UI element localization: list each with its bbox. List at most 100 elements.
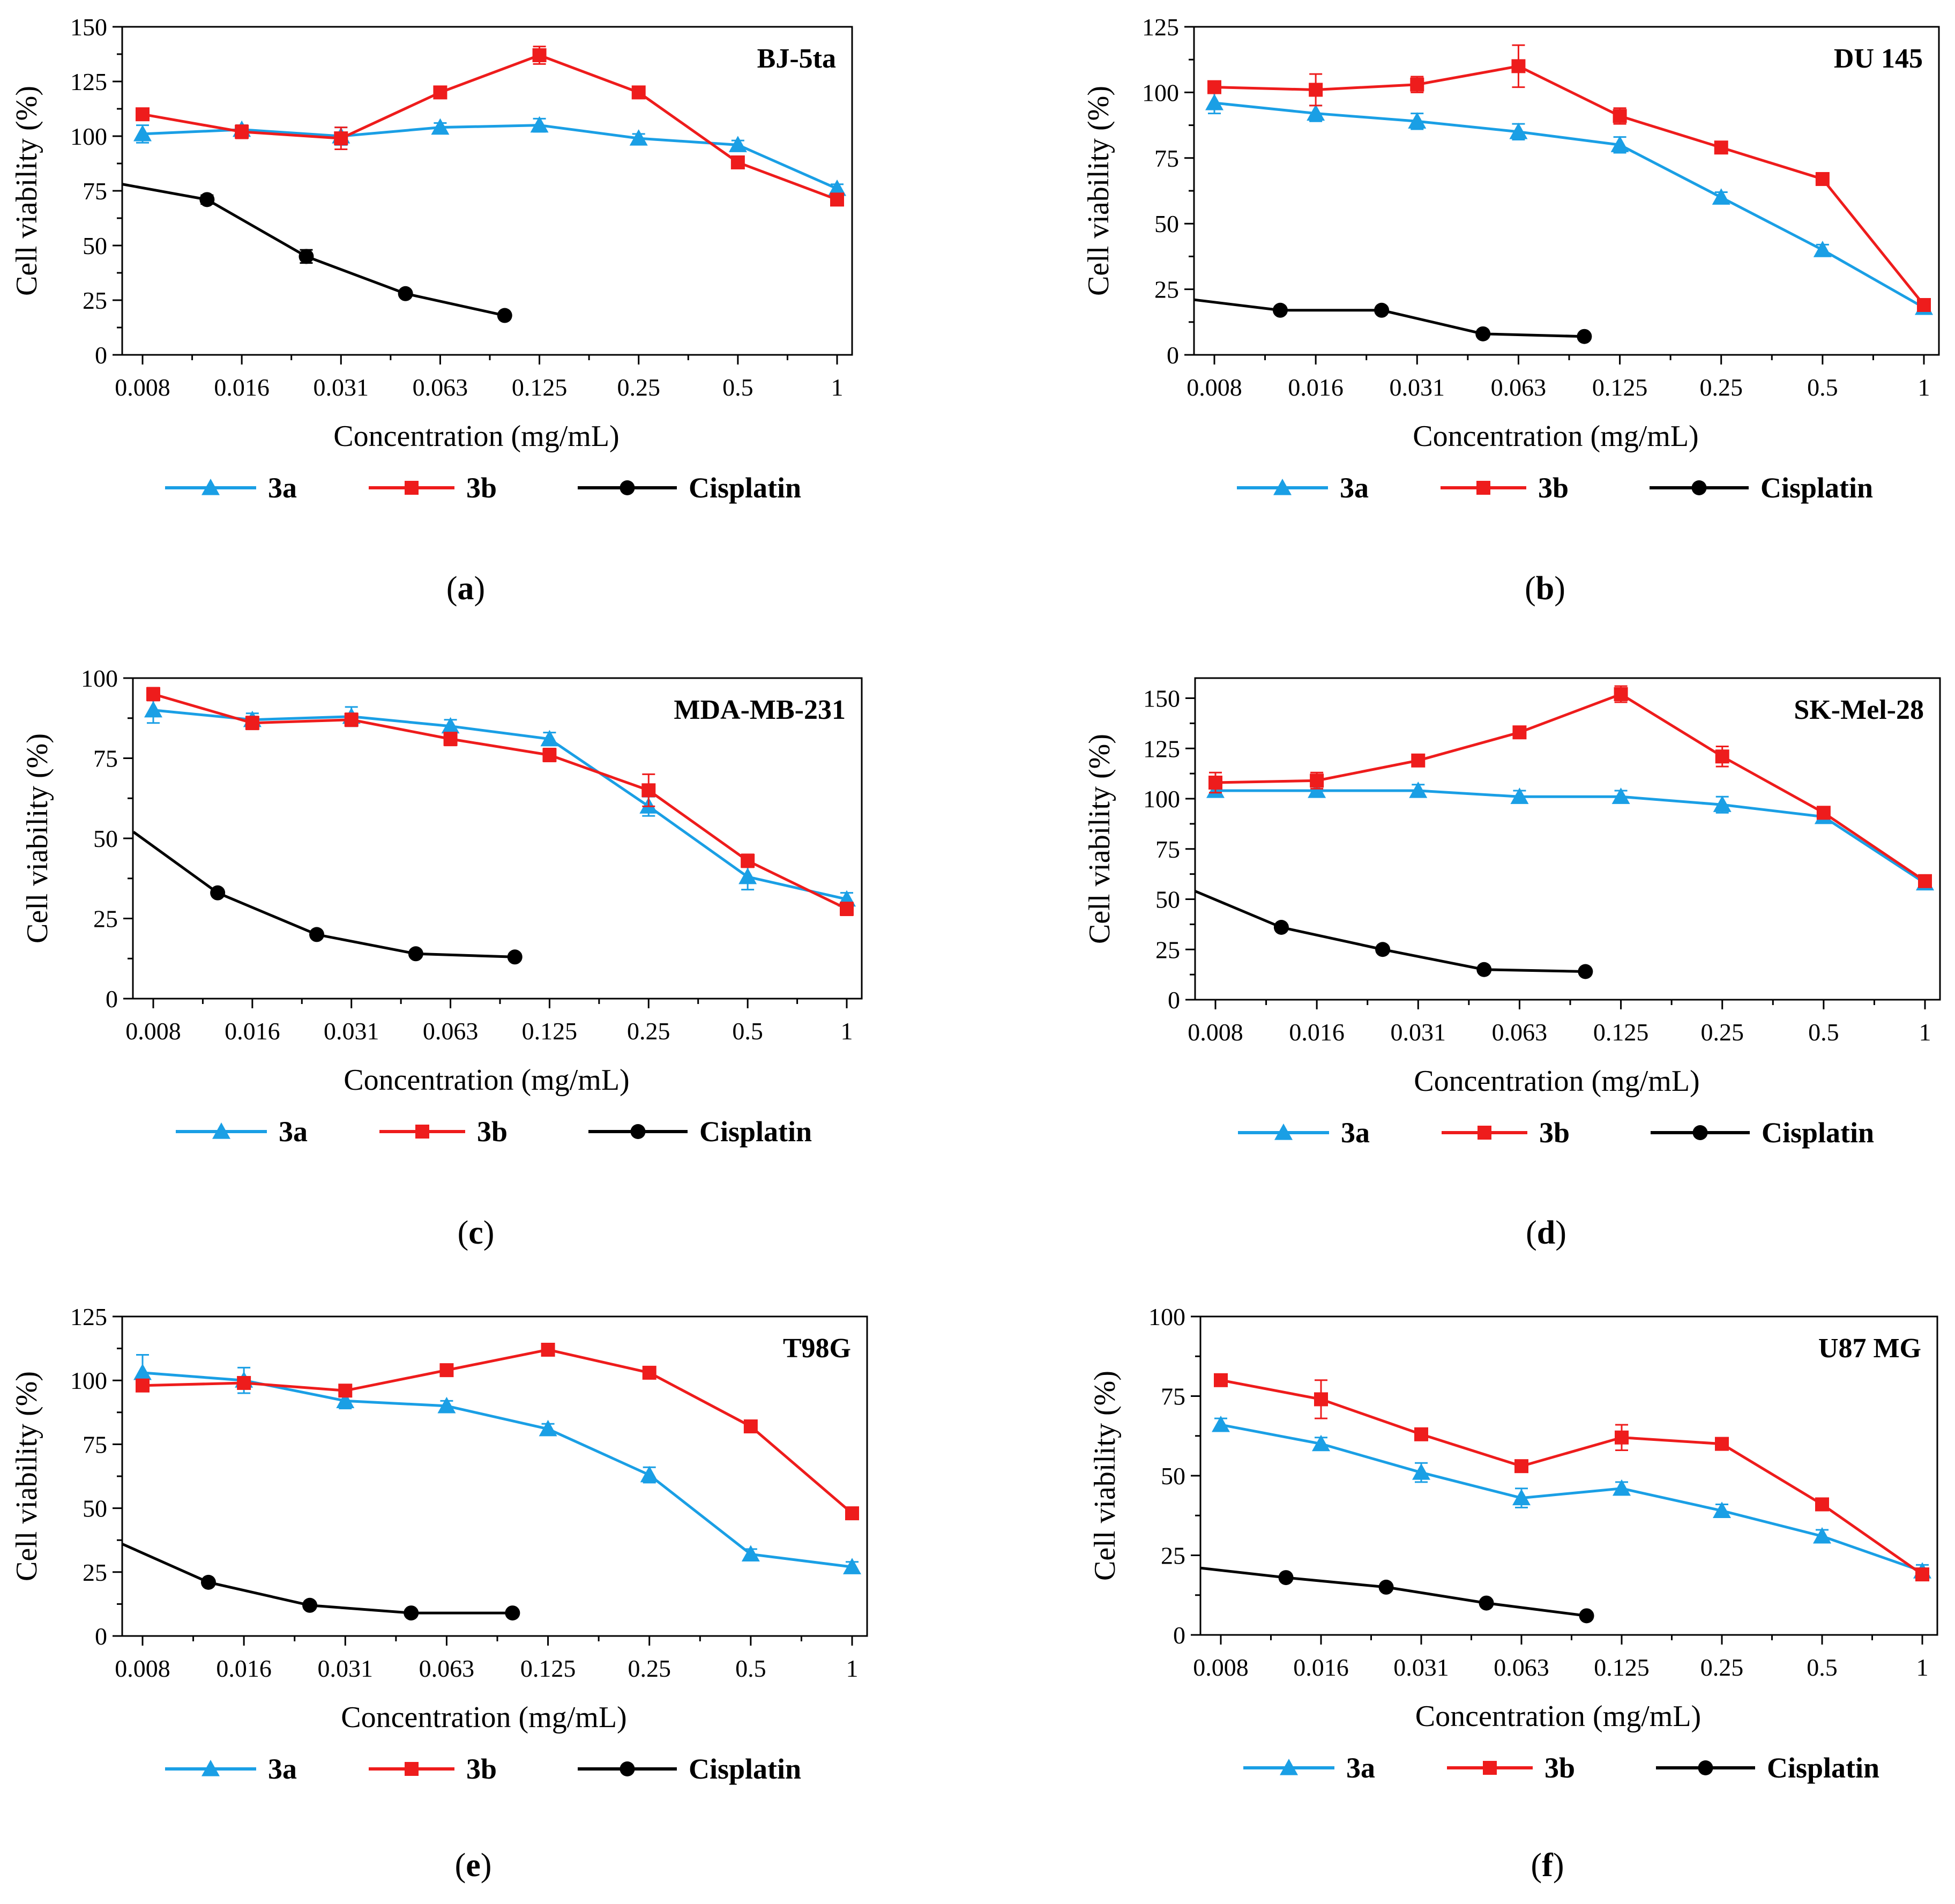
legend-label: 3b: [466, 472, 497, 504]
y-tick-label: 100: [70, 1367, 107, 1394]
cell-line-label: U87 MG: [1818, 1333, 1921, 1364]
legend-marker: [1483, 1761, 1497, 1775]
x-tick-label: 0.5: [1807, 1654, 1838, 1681]
caption-open: (: [455, 1847, 466, 1884]
series-3a: [1205, 91, 1933, 315]
x-axis-title: Concentration (mg/mL): [1413, 420, 1698, 453]
data-point: [1815, 172, 1830, 186]
data-point: [631, 85, 646, 100]
legend-label: Cisplatin: [689, 472, 801, 504]
series-cisplatin: [122, 1543, 520, 1621]
data-point: [237, 1375, 251, 1390]
legend-label: 3a: [1340, 472, 1369, 504]
legend-marker: [1274, 1124, 1293, 1140]
x-tick-label: 0.5: [732, 1017, 763, 1045]
x-tick-label: 0.125: [520, 1655, 576, 1682]
series-line: [142, 1371, 853, 1568]
data-point: [1214, 1373, 1228, 1387]
x-tick-label: 0.25: [1699, 374, 1743, 401]
series-3b: [1207, 44, 1931, 312]
x-axis-title: Concentration (mg/mL): [333, 420, 619, 453]
panel-caption: (f): [1531, 1847, 1564, 1884]
legend-marker: [620, 1761, 635, 1776]
x-axis-title: Concentration (mg/mL): [341, 1701, 626, 1734]
cell-line-label: MDA-MB-231: [674, 695, 846, 725]
cell-line-label: DU 145: [1834, 43, 1923, 74]
y-tick-label: 100: [1142, 79, 1179, 106]
x-tick-label: 1: [831, 374, 844, 401]
plot-frame: [1194, 677, 1941, 1001]
legend-item-cisplatin: Cisplatin: [588, 1115, 812, 1148]
data-point: [245, 716, 259, 730]
data-point: [1613, 109, 1627, 123]
data-point: [1813, 1527, 1831, 1544]
data-point: [338, 1384, 353, 1398]
y-tick-label: 125: [1142, 13, 1179, 41]
y-tick-label: 0: [95, 341, 107, 369]
x-tick-label: 0.016: [1289, 1018, 1345, 1046]
data-point: [302, 1597, 318, 1613]
series-line: [122, 183, 505, 317]
legend-label: Cisplatin: [1760, 472, 1873, 504]
y-tick-label: 50: [1161, 1462, 1185, 1490]
series-line: [142, 1348, 853, 1515]
caption-close: ): [1553, 1847, 1564, 1884]
legend-marker: [1478, 1126, 1491, 1140]
series-3b: [146, 687, 854, 917]
data-point: [507, 949, 523, 965]
data-point: [136, 107, 150, 122]
y-tick-label: 125: [70, 1303, 107, 1330]
legend-marker: [212, 1122, 230, 1139]
data-point: [199, 192, 215, 207]
x-axis-title: Concentration (mg/mL): [1414, 1065, 1699, 1098]
data-point: [437, 1396, 456, 1414]
legend-marker: [1691, 480, 1707, 495]
data-point: [1512, 725, 1527, 740]
data-point: [146, 687, 160, 701]
x-tick-label: 0.5: [722, 374, 753, 401]
cell-line-label: T98G: [783, 1333, 851, 1364]
data-point: [1375, 942, 1391, 957]
data-point: [1307, 104, 1325, 121]
legend-label: 3a: [268, 1753, 297, 1785]
panel-caption: (c): [458, 1215, 495, 1251]
caption-close: ): [1554, 570, 1565, 607]
legend-label: Cisplatin: [1762, 1117, 1874, 1149]
series-line: [1214, 101, 1925, 309]
legend-label: 3a: [1341, 1117, 1370, 1149]
x-axis-title: Concentration (mg/mL): [1415, 1700, 1701, 1733]
x-tick-label: 0.063: [1492, 1018, 1548, 1046]
data-point: [1476, 962, 1492, 977]
data-point: [1278, 1570, 1294, 1586]
data-point: [741, 853, 755, 868]
y-tick-label: 75: [93, 745, 118, 772]
y-axis-title: Cell viability (%): [1082, 86, 1115, 296]
y-tick-label: 50: [83, 1495, 107, 1522]
data-point: [642, 1365, 656, 1380]
y-tick-label: 25: [93, 905, 118, 933]
caption-close: ): [483, 1215, 495, 1251]
series-line: [1215, 693, 1926, 882]
legend-item-3a: 3a: [165, 1753, 297, 1785]
data-point: [1374, 302, 1390, 318]
legend-item-3b: 3b: [1447, 1752, 1575, 1784]
caption-close: ): [474, 570, 486, 607]
x-tick-label: 0.5: [735, 1655, 766, 1682]
y-tick-label: 75: [1154, 145, 1179, 172]
chart-panel-a: 0 25 50 75 100 125 150 0.008 0.016 0.031 0.063 0.12…: [10, 13, 853, 607]
x-tick-label: 0.031: [324, 1017, 379, 1045]
y-tick-label: 150: [1143, 685, 1180, 712]
y-tick-label: 0: [1167, 341, 1179, 369]
data-point: [1578, 964, 1593, 979]
x-tick-label: 0.031: [1393, 1654, 1449, 1681]
legend-item-3b: 3b: [369, 1753, 497, 1785]
legend-marker: [202, 479, 220, 495]
data-point: [133, 124, 152, 142]
y-tick-label: 0: [95, 1623, 107, 1650]
data-point: [539, 1419, 557, 1437]
data-point: [1208, 776, 1222, 790]
caption-letter: e: [466, 1847, 481, 1884]
data-point: [1611, 787, 1630, 804]
x-tick-label: 0.25: [1700, 1018, 1744, 1046]
legend-item-3b: 3b: [1442, 1117, 1570, 1149]
